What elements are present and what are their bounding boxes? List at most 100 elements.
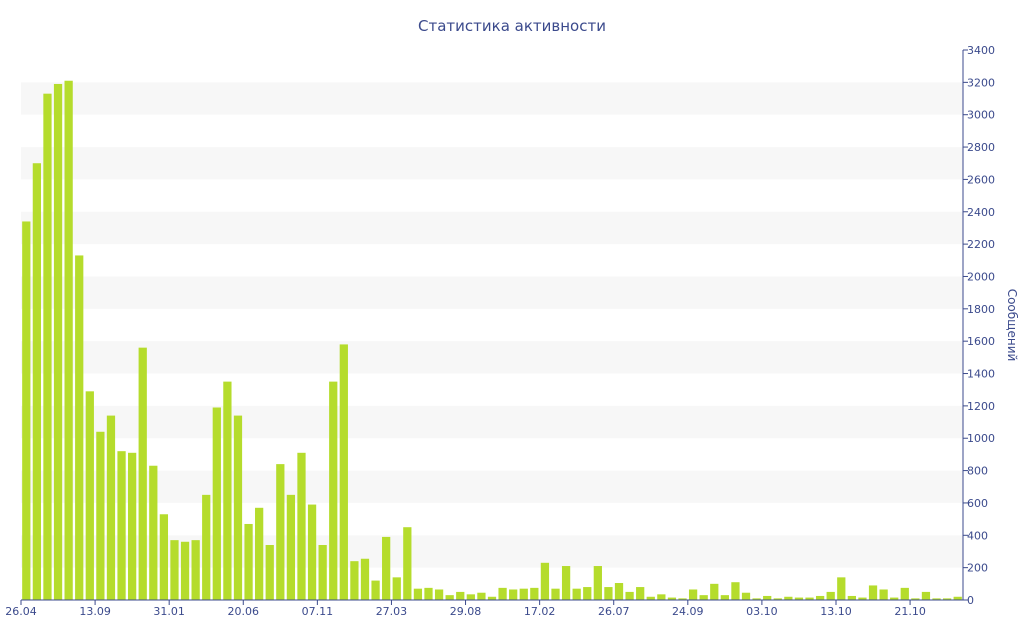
y-tick-label: 800 bbox=[967, 465, 988, 478]
y-tick-label: 2800 bbox=[967, 141, 995, 154]
x-tick-label: 20.06 bbox=[228, 605, 260, 618]
bar bbox=[593, 566, 602, 600]
bar bbox=[255, 507, 264, 600]
bar bbox=[53, 83, 63, 601]
bar bbox=[403, 527, 412, 600]
bar bbox=[710, 583, 719, 600]
bar bbox=[720, 595, 729, 600]
bar bbox=[85, 391, 94, 600]
bar bbox=[614, 583, 624, 600]
bar bbox=[117, 451, 126, 600]
bar bbox=[921, 591, 931, 600]
bar bbox=[826, 591, 835, 600]
bar bbox=[75, 255, 84, 601]
chart-title: Статистика активности bbox=[418, 17, 606, 35]
grid-bands bbox=[21, 82, 963, 568]
grid-band bbox=[21, 276, 963, 309]
bar bbox=[360, 558, 370, 600]
y-tick-label: 3400 bbox=[967, 44, 995, 57]
bar bbox=[837, 577, 846, 600]
bar bbox=[424, 587, 433, 600]
bar bbox=[932, 598, 941, 600]
bar bbox=[868, 585, 878, 600]
bar bbox=[572, 588, 581, 600]
bar bbox=[445, 595, 454, 600]
bar bbox=[540, 562, 550, 600]
x-tick-label: 31.01 bbox=[153, 605, 185, 618]
x-tick-label: 26.04 bbox=[5, 605, 37, 618]
x-tick-label: 13.09 bbox=[79, 605, 111, 618]
bar bbox=[805, 597, 814, 600]
bar bbox=[678, 598, 687, 600]
bar bbox=[911, 598, 920, 600]
bar bbox=[307, 504, 317, 600]
y-tick-label: 1600 bbox=[967, 335, 995, 348]
bar bbox=[170, 540, 179, 600]
bar bbox=[138, 347, 147, 600]
bar bbox=[815, 595, 825, 600]
bar bbox=[180, 541, 190, 600]
y-axis: 0 200 400 600 800 1000 1200 1400 1600 1800 2000 220… bbox=[962, 44, 995, 607]
bar bbox=[318, 545, 327, 600]
bar bbox=[784, 596, 793, 600]
bar bbox=[202, 494, 211, 600]
x-tick-label: 13.10 bbox=[820, 605, 852, 618]
y-tick-label: 1000 bbox=[967, 432, 995, 445]
bar bbox=[233, 415, 243, 600]
y-tick-label: 200 bbox=[967, 562, 988, 575]
bar bbox=[191, 540, 200, 600]
y-tick-label: 2200 bbox=[967, 238, 995, 251]
bar bbox=[657, 594, 666, 600]
bar bbox=[456, 591, 465, 600]
bar bbox=[487, 596, 497, 600]
y-tick-label: 600 bbox=[967, 497, 988, 510]
bar bbox=[477, 592, 486, 600]
bar bbox=[244, 523, 253, 600]
bar bbox=[699, 595, 708, 600]
bar bbox=[382, 536, 391, 600]
bar bbox=[667, 597, 677, 600]
bar bbox=[297, 452, 306, 600]
bar bbox=[561, 566, 571, 600]
bar bbox=[900, 587, 909, 600]
grid-band bbox=[21, 82, 963, 115]
grid-band bbox=[21, 211, 963, 245]
bar bbox=[731, 582, 740, 600]
bar bbox=[847, 595, 856, 600]
y-tick-label: 3000 bbox=[967, 109, 995, 122]
bar-series bbox=[22, 80, 962, 601]
x-tick-label: 24.09 bbox=[672, 605, 704, 618]
bar bbox=[890, 597, 899, 600]
bar bbox=[953, 596, 962, 600]
y-tick-label: 1200 bbox=[967, 400, 995, 413]
bar bbox=[392, 577, 401, 600]
grid-band bbox=[21, 405, 963, 439]
bar bbox=[434, 589, 444, 600]
x-tick-label: 07.11 bbox=[302, 605, 334, 618]
bar bbox=[371, 580, 380, 600]
x-tick-label: 21.10 bbox=[894, 605, 926, 618]
bar bbox=[43, 93, 52, 601]
y-tick-label: 3200 bbox=[967, 76, 995, 89]
bar bbox=[149, 465, 158, 600]
bar bbox=[498, 587, 507, 600]
bar bbox=[583, 587, 592, 600]
y-tick-label: 400 bbox=[967, 529, 988, 542]
y-tick-label: 2600 bbox=[967, 173, 995, 186]
bar bbox=[519, 588, 528, 600]
x-tick-label: 03.10 bbox=[746, 605, 778, 618]
bar bbox=[530, 587, 539, 600]
y-tick-label: 0 bbox=[967, 594, 974, 607]
grid-band bbox=[21, 341, 963, 374]
bar bbox=[22, 221, 31, 600]
bar bbox=[106, 415, 116, 600]
bar bbox=[223, 381, 232, 600]
bar bbox=[265, 545, 274, 600]
bar bbox=[339, 344, 348, 600]
bar bbox=[128, 452, 137, 600]
bar bbox=[64, 80, 73, 600]
bar bbox=[212, 407, 221, 600]
bar bbox=[858, 597, 867, 600]
grid-band bbox=[21, 147, 963, 180]
